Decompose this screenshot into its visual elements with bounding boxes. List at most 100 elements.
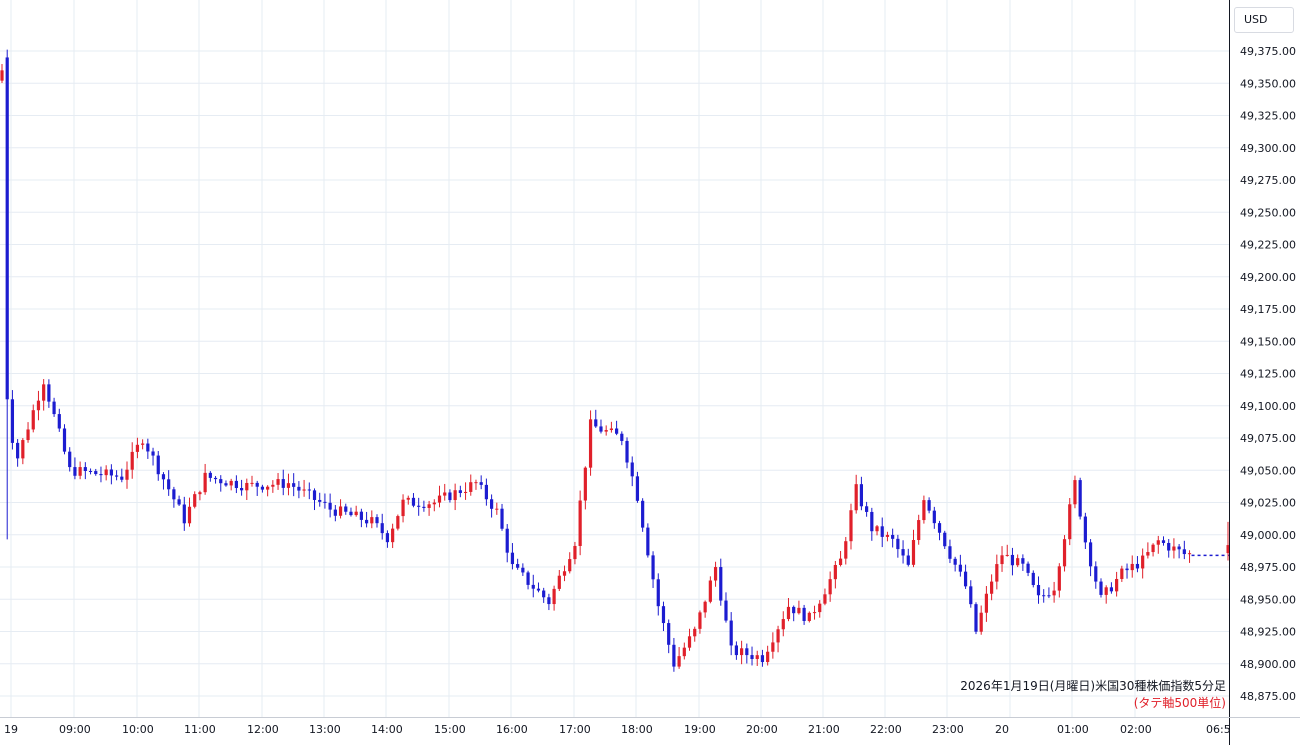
candle: [31, 404, 35, 433]
candle: [125, 461, 129, 489]
candle-body: [932, 510, 936, 524]
candle: [47, 379, 51, 408]
candle: [26, 422, 30, 443]
candle: [594, 409, 598, 428]
candle: [1146, 542, 1150, 559]
candle-body: [224, 483, 228, 486]
candle-body: [141, 443, 145, 445]
candle: [599, 419, 603, 434]
candle: [260, 484, 265, 493]
candle: [609, 421, 613, 433]
candle: [557, 569, 561, 592]
candle-body: [239, 488, 244, 491]
candle: [1120, 565, 1124, 582]
y-tick-label: 49,025.00: [1240, 497, 1296, 510]
candle: [948, 539, 952, 564]
candle: [1130, 555, 1134, 578]
candle: [1161, 536, 1166, 546]
candle-body: [547, 597, 551, 605]
candle: [963, 564, 968, 589]
candle: [958, 554, 962, 577]
candle: [489, 494, 494, 518]
candle-body: [229, 480, 233, 486]
candle: [1099, 578, 1103, 598]
candle: [1156, 535, 1160, 554]
candle: [833, 560, 837, 589]
candle-body: [130, 451, 134, 470]
candle-body: [484, 484, 488, 500]
candle: [797, 600, 801, 615]
currency-badge[interactable]: USD: [1234, 7, 1294, 33]
candle-body: [917, 520, 921, 541]
candle-body: [1036, 585, 1041, 596]
candle-body: [818, 603, 822, 613]
candle-body: [187, 506, 192, 524]
y-tick-label: 49,125.00: [1240, 368, 1296, 381]
candle-body: [588, 419, 593, 468]
candle-body: [745, 648, 749, 656]
candle: [1016, 554, 1020, 568]
candle: [1088, 539, 1093, 577]
x-tick-label: 22:00: [870, 723, 902, 736]
y-tick-label: 48,900.00: [1240, 658, 1296, 671]
candle: [1104, 585, 1108, 604]
y-tick-label: 48,875.00: [1240, 690, 1296, 703]
candle: [536, 582, 541, 593]
candle-body: [521, 567, 525, 573]
candle: [828, 571, 832, 602]
candle-body: [599, 426, 603, 432]
candle: [349, 507, 353, 517]
candle-body: [16, 442, 20, 459]
candle-body: [1172, 546, 1176, 551]
candle-body: [656, 579, 660, 607]
candle: [286, 473, 291, 496]
candle: [729, 612, 733, 656]
candle: [1026, 561, 1030, 577]
candle-body: [880, 526, 884, 537]
candle-body: [562, 571, 567, 576]
candle-body: [1151, 544, 1155, 553]
candle: [219, 475, 223, 492]
candle-body: [963, 571, 968, 587]
candle-body: [568, 559, 572, 572]
candle-body: [1000, 555, 1004, 565]
candle-body: [448, 492, 452, 501]
candle-body: [781, 619, 785, 630]
candle-body: [854, 484, 858, 511]
candle-body: [526, 572, 530, 585]
x-tick-label: 12:00: [247, 723, 279, 736]
x-tick-label: 02:00: [1120, 723, 1152, 736]
candle: [875, 524, 879, 536]
candle-body: [797, 607, 801, 614]
candle: [713, 561, 718, 587]
candle: [1005, 544, 1009, 557]
candle-body: [161, 474, 166, 480]
candle-body: [458, 490, 462, 494]
candle: [411, 493, 416, 508]
candle-body: [807, 612, 811, 621]
candle-body: [245, 482, 249, 491]
candle: [469, 474, 473, 496]
candle-body: [651, 555, 655, 580]
candle: [193, 491, 197, 509]
candle: [1000, 546, 1004, 572]
candle: [604, 425, 608, 436]
candle: [344, 503, 348, 515]
candle: [57, 408, 61, 432]
candle-body: [812, 612, 817, 614]
candle-body: [307, 489, 311, 491]
x-tick-label: 20: [995, 723, 1009, 736]
candle: [328, 493, 332, 518]
candle-body: [870, 511, 874, 532]
candle-body: [687, 636, 692, 648]
candle: [182, 496, 186, 531]
candle: [625, 437, 629, 469]
candle: [10, 390, 15, 450]
candle: [1083, 512, 1087, 550]
candle-body: [406, 497, 410, 500]
candle-body: [844, 541, 848, 559]
candle-body: [500, 508, 504, 529]
candle-body: [177, 499, 181, 505]
